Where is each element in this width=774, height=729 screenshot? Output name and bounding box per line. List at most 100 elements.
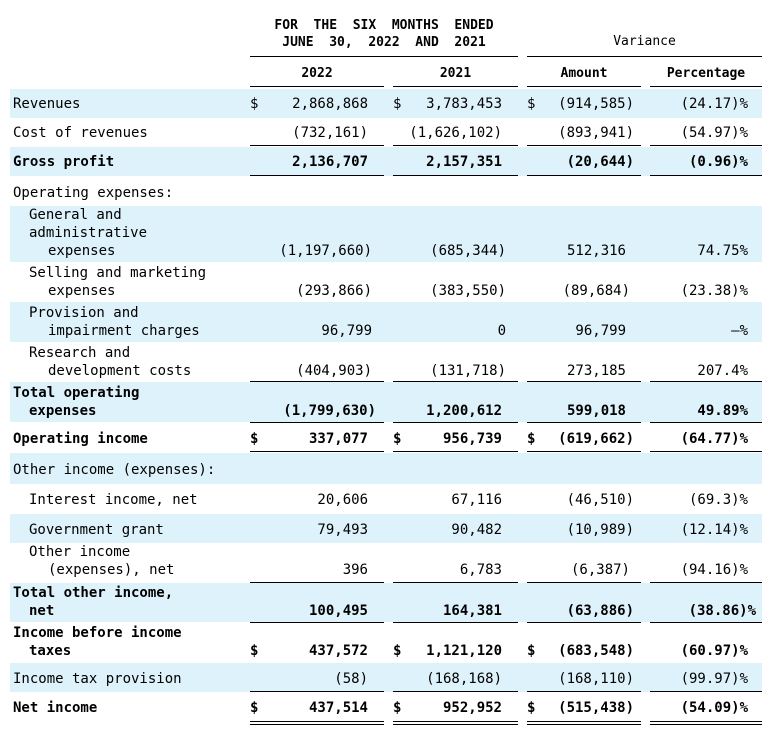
col-rule-2021 xyxy=(393,86,518,87)
value-2021: 2,157,351 xyxy=(426,154,502,170)
value-2022: (404,903) xyxy=(296,363,372,379)
total-rule xyxy=(393,175,518,176)
total-rule xyxy=(527,451,641,452)
variance-percentage: —% xyxy=(731,323,748,339)
subtotal-rule xyxy=(250,381,384,382)
row-label-line1: Research and xyxy=(29,345,131,361)
value-2022: 396 xyxy=(342,562,368,578)
subtotal-rule xyxy=(250,691,384,692)
variance-amount: 273,185 xyxy=(566,363,626,379)
subtotal-rule xyxy=(393,691,518,692)
row-label-line2: administrative xyxy=(29,225,148,241)
header-rule-period xyxy=(250,56,518,57)
row-label-line2: net xyxy=(29,603,55,619)
table-row-general-administrative: General and administrative expenses (1,1… xyxy=(0,206,774,262)
value-2021: 952,952 xyxy=(442,700,502,716)
value-2021: 164,381 xyxy=(442,603,502,619)
subtotal-rule xyxy=(527,145,641,146)
table-row-operating-expenses-heading: Operating expenses: xyxy=(0,177,774,206)
currency-symbol: $ xyxy=(393,700,402,716)
row-label: Income tax provision xyxy=(13,671,182,687)
currency-symbol: $ xyxy=(250,700,259,716)
currency-symbol: $ xyxy=(527,431,536,447)
total-rule xyxy=(250,622,384,623)
currency-symbol: $ xyxy=(527,643,536,659)
period-header-line1: FOR THE SIX MONTHS ENDED xyxy=(274,18,494,33)
subtotal-rule xyxy=(650,691,762,692)
row-label-line2: (expenses), net xyxy=(48,562,175,578)
table-row-income-before-taxes: Income before income taxes $ $ $ 437,572… xyxy=(0,623,774,663)
table-row-revenues: Revenues $ $ $ 2,868,868 3,783,453 (914,… xyxy=(0,89,774,118)
value-2021: 6,783 xyxy=(459,562,502,578)
variance-amount: (46,510) xyxy=(566,492,634,508)
row-label-line1: General and xyxy=(29,207,122,223)
period-header-line2: JUNE 30, 2022 AND 2021 xyxy=(282,35,486,50)
currency-symbol: $ xyxy=(393,643,402,659)
row-label-line1: Provision and xyxy=(29,305,139,321)
double-rule xyxy=(393,721,518,725)
value-2022: (58) xyxy=(334,671,368,687)
double-rule xyxy=(650,721,762,725)
row-label-line3: expenses xyxy=(48,243,116,259)
total-rule xyxy=(650,422,762,423)
table-row-total-other-income: Total other income, net 100,495 164,381 … xyxy=(0,583,774,622)
total-rule xyxy=(527,175,641,176)
total-rule xyxy=(393,422,518,423)
col-header-percentage: Percentage xyxy=(666,66,746,81)
row-label-line1: Total operating xyxy=(13,385,140,401)
row-label-line1: Total other income, xyxy=(13,585,174,601)
variance-amount: (89,684) xyxy=(562,283,630,299)
total-rule xyxy=(250,175,384,176)
variance-percentage: 207.4% xyxy=(697,363,748,379)
row-label-line1: Income before income xyxy=(13,625,182,641)
variance-percentage: (54.09)% xyxy=(680,700,748,716)
subtotal-rule xyxy=(650,145,762,146)
col-rule-percentage xyxy=(650,86,762,87)
variance-header: Variance xyxy=(613,34,676,49)
col-rule-amount xyxy=(527,86,641,87)
subtotal-rule xyxy=(527,381,641,382)
row-label-line2: taxes xyxy=(29,643,72,659)
table-row-interest-income: Interest income, net 20,606 67,116 (46,5… xyxy=(0,484,774,514)
table-row-other-income-net: Other income (expenses), net 396 6,783 (… xyxy=(0,543,774,583)
value-2021: 1,121,120 xyxy=(426,643,502,659)
value-2022: (1,197,660) xyxy=(279,243,372,259)
value-2021: (383,550) xyxy=(430,283,506,299)
variance-amount: 96,799 xyxy=(575,323,626,339)
subtotal-rule xyxy=(393,582,518,583)
subtotal-rule xyxy=(250,582,384,583)
row-label-line2: development costs xyxy=(48,363,192,379)
variance-percentage: (24.17)% xyxy=(680,96,748,112)
value-2022: 96,799 xyxy=(321,323,372,339)
variance-percentage: (0.96)% xyxy=(688,154,748,170)
table-row-total-operating-expenses: Total operating expenses (1,799,630) 1,2… xyxy=(0,382,774,422)
table-row-income-tax-provision: Income tax provision (58) (168,168) (168… xyxy=(0,663,774,692)
table-row-cost-of-revenues: Cost of revenues (732,161) (1,626,102) (… xyxy=(0,118,774,146)
table-row-operating-income: Operating income $ $ $ 337,077 956,739 (… xyxy=(0,423,774,453)
row-label: Interest income, net xyxy=(29,492,198,508)
value-2022: 437,514 xyxy=(308,700,368,716)
currency-symbol: $ xyxy=(527,700,536,716)
row-label: Net income xyxy=(13,700,98,716)
row-label-line1: Other income xyxy=(29,544,131,560)
variance-percentage: (54.97)% xyxy=(680,125,748,141)
value-2022: 2,136,707 xyxy=(292,154,368,170)
variance-percentage: (64.77)% xyxy=(680,431,748,447)
variance-amount: 599,018 xyxy=(566,403,626,419)
value-2022: 100,495 xyxy=(308,603,368,619)
currency-symbol: $ xyxy=(250,643,259,659)
value-2021: (685,344) xyxy=(430,243,506,259)
currency-symbol: $ xyxy=(250,431,259,447)
subtotal-rule xyxy=(527,691,641,692)
variance-percentage: (12.14)% xyxy=(680,522,748,538)
row-label-line2: impairment charges xyxy=(48,323,200,339)
variance-amount: 512,316 xyxy=(566,243,626,259)
value-2021: 956,739 xyxy=(442,431,502,447)
row-label-line2: expenses xyxy=(29,403,97,419)
value-2022: (732,161) xyxy=(292,125,368,141)
variance-percentage: (38.86)% xyxy=(688,603,756,619)
total-rule xyxy=(250,451,384,452)
section-heading: Operating expenses: xyxy=(13,185,174,201)
total-rule xyxy=(650,451,762,452)
total-rule xyxy=(527,622,641,623)
